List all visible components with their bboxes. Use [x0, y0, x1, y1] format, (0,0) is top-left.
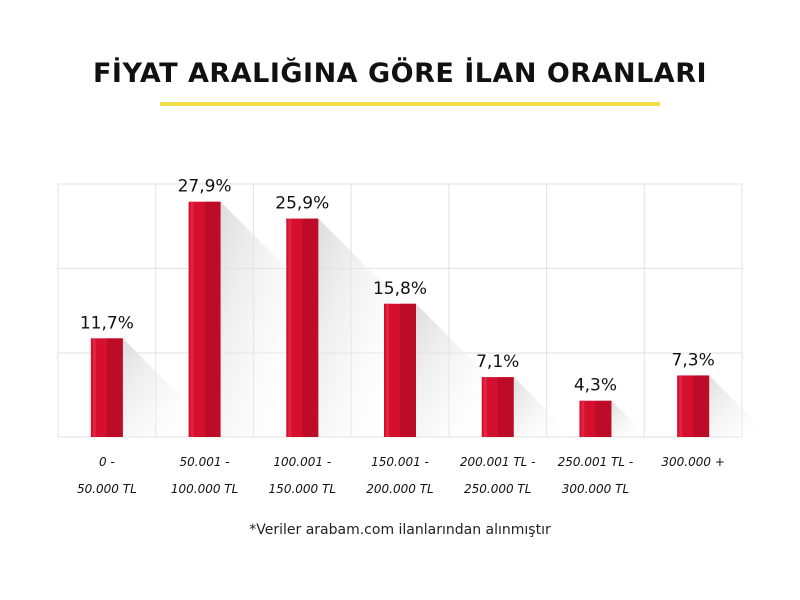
bar-shade [693, 375, 710, 437]
value-label: 4,3% [574, 376, 617, 396]
x-tick-label: 50.001 - [180, 455, 230, 469]
x-tick-label: 250.000 TL [464, 482, 531, 496]
x-tick-label: 200.001 TL - [460, 455, 536, 469]
bars [90, 201, 710, 437]
x-tick-label: 300.000 TL [562, 482, 629, 496]
bar-shade [595, 400, 612, 437]
bar-highlight [92, 338, 96, 437]
bar-shadow [416, 303, 492, 437]
bar-shadow [611, 400, 645, 437]
bar-highlight [679, 375, 683, 437]
x-tick-label: 0 - [99, 455, 115, 469]
value-label: 7,3% [672, 350, 715, 370]
bar-shade [106, 338, 123, 437]
bar-shadow [122, 338, 199, 437]
bar-shadows [122, 201, 765, 437]
bar-shade [497, 377, 514, 437]
x-tick-label: 200.000 TL [366, 482, 433, 496]
bar-shade [400, 303, 416, 437]
x-tick-label: 300.000 + [661, 455, 725, 469]
bar-highlight [190, 201, 194, 437]
bar-shade [302, 218, 319, 437]
value-label: 25,9% [275, 194, 329, 214]
x-axis-labels: 0 - 50.000 TL 50.001 - 100.000 TL 100.001 - 1… [77, 455, 725, 496]
title-underline [160, 102, 660, 106]
footnote: *Veriler arabam.com ilanlarından alınmış… [249, 522, 551, 538]
value-label: 11,7% [80, 313, 134, 333]
value-label: 7,1% [476, 352, 519, 372]
value-label: 15,8% [373, 279, 427, 299]
chart-title: FİYAT ARALIĞINA GÖRE İLAN ORANLARI [92, 58, 708, 89]
bar-highlight [483, 377, 487, 437]
x-tick-label: 250.001 TL - [558, 455, 634, 469]
bar-shadow [709, 375, 765, 437]
bar-shadow [513, 377, 568, 437]
bar-highlight [581, 400, 585, 437]
x-tick-label: 50.000 TL [77, 482, 137, 496]
x-tick-label: 150.000 TL [269, 482, 336, 496]
value-label: 27,9% [178, 177, 232, 197]
x-tick-label: 100.001 - [273, 455, 331, 469]
value-labels: 11,7% 27,9% 25,9% 15,8% 7,1% 4,3% 7,3% [80, 177, 715, 396]
bar-shade [204, 201, 221, 437]
bar-highlight [288, 218, 292, 437]
x-tick-label: 150.001 - [371, 455, 429, 469]
bar-shadow [220, 201, 297, 437]
bar-highlight [386, 303, 389, 437]
bar-shadow [318, 218, 394, 437]
x-tick-label: 100.000 TL [171, 482, 238, 496]
